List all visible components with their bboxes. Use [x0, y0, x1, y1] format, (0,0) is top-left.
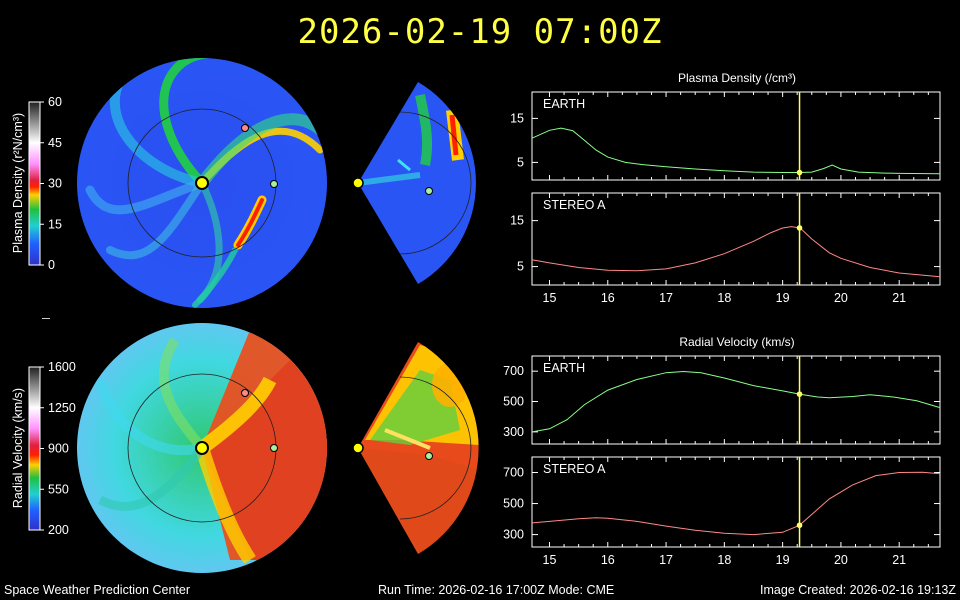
x-tick-label: 20: [834, 553, 848, 567]
page-title: 2026-02-19 07:00Z: [297, 12, 663, 52]
velocity-ecliptic-disc: [77, 323, 327, 573]
y-tick-label: 700: [503, 364, 524, 378]
density-colorbar-tick-label: 60: [48, 95, 62, 109]
density-plot-title: Plasma Density (/cm³): [678, 71, 796, 85]
density-ecliptic-disc: [77, 58, 327, 308]
panel-label: EARTH: [543, 97, 585, 111]
y-tick-label: 15: [510, 214, 524, 228]
x-tick-label: 21: [892, 553, 906, 567]
density-colorbar-tick-label: 15: [48, 217, 62, 231]
velocity-colorbar-tick-label: 1600: [48, 360, 76, 374]
x-tick-label: 19: [776, 291, 790, 305]
x-tick-label: 15: [543, 291, 557, 305]
density-colorbar: 60 45 30 15 0 Plasma Density (r²N/cm³): [11, 95, 62, 272]
velocity-meridional-wedge: [352, 342, 479, 554]
velocity-colorbar-gradient: [28, 366, 41, 531]
wedge-earth-marker: [425, 187, 433, 195]
sun-marker: [195, 176, 209, 190]
y-tick-label: 700: [503, 466, 524, 480]
y-tick-label: 5: [517, 155, 524, 169]
x-tick-label: 18: [717, 291, 731, 305]
current-value-dot: [796, 391, 803, 397]
panel-label: EARTH: [543, 361, 585, 375]
y-tick-label: 500: [503, 497, 524, 511]
density-colorbar-tick-label: 45: [48, 136, 62, 150]
velocity-wedge-sun-marker: [352, 442, 364, 454]
panel-label: STEREO A: [543, 198, 606, 212]
current-value-dot: [796, 169, 803, 176]
density-colorbar-tick-label: 0: [48, 258, 55, 272]
footer-run-info: Run Time: 2026-02-16 17:00Z Mode: CME: [378, 583, 615, 597]
footer-center-name: Space Weather Prediction Center: [4, 583, 190, 597]
y-tick-label: 5: [517, 260, 524, 274]
velocity-stereo-a-marker: [241, 389, 249, 397]
y-tick-label: 300: [503, 528, 524, 542]
velocity-colorbar-tick-label: 200: [48, 523, 69, 537]
y-tick-label: 300: [503, 425, 524, 439]
density-colorbar-tick-label: 30: [48, 177, 62, 191]
separator-dash: [42, 318, 50, 319]
current-value-dot: [796, 522, 803, 529]
timeseries-panel: 15 16 17 18 19 20 21 5 15 STEREO A: [510, 192, 941, 305]
series-line: [531, 127, 941, 175]
velocity-colorbar-tick-label: 900: [48, 442, 69, 456]
velocity-colorbar-tick-label: 1250: [48, 401, 76, 415]
series-line: [531, 471, 941, 536]
x-tick-label: 16: [601, 553, 615, 567]
wedge-sun-marker: [352, 177, 364, 189]
velocity-colorbar-label: Radial Velocity (km/s): [11, 388, 25, 508]
footer-image-created: Image Created: 2026-02-16 19:13Z: [760, 583, 956, 597]
series-line: [531, 370, 941, 433]
y-tick-label: 15: [510, 111, 524, 125]
plot-frame: [531, 91, 941, 181]
x-tick-label: 20: [834, 291, 848, 305]
plot-frame: [531, 456, 941, 548]
x-tick-label: 18: [717, 553, 731, 567]
density-meridional-wedge: [352, 82, 476, 284]
timeseries-panel: 300 500 700 EARTH: [503, 355, 941, 445]
panel-label: STEREO A: [543, 462, 606, 476]
density-colorbar-gradient: [28, 101, 41, 266]
x-tick-label: 17: [659, 553, 673, 567]
x-tick-label: 17: [659, 291, 673, 305]
plot-frame: [531, 192, 941, 286]
stereo-a-marker: [241, 124, 249, 132]
x-tick-label: 16: [601, 291, 615, 305]
earth-marker: [270, 180, 278, 188]
velocity-sun-marker: [195, 441, 209, 455]
velocity-colorbar: 1600 1250 900 550 200 Radial Velocity (km/s): [11, 360, 76, 537]
timeseries-panel: 15 16 17 18 19 20 21 300 500 700 STEREO A: [503, 456, 941, 567]
current-value-dot: [796, 225, 803, 231]
velocity-earth-marker: [270, 444, 278, 452]
timeseries-panel: 5 15 EARTH: [510, 91, 941, 181]
velocity-plot-title: Radial Velocity (km/s): [679, 335, 794, 349]
velocity-wedge-earth-marker: [425, 452, 433, 460]
density-colorbar-label: Plasma Density (r²N/cm³): [11, 113, 25, 253]
plot-frame: [531, 355, 941, 445]
series-line: [531, 226, 941, 278]
velocity-colorbar-tick-label: 550: [48, 482, 69, 496]
x-tick-label: 19: [776, 553, 790, 567]
x-tick-label: 15: [543, 553, 557, 567]
x-tick-label: 21: [892, 291, 906, 305]
y-tick-label: 500: [503, 395, 524, 409]
